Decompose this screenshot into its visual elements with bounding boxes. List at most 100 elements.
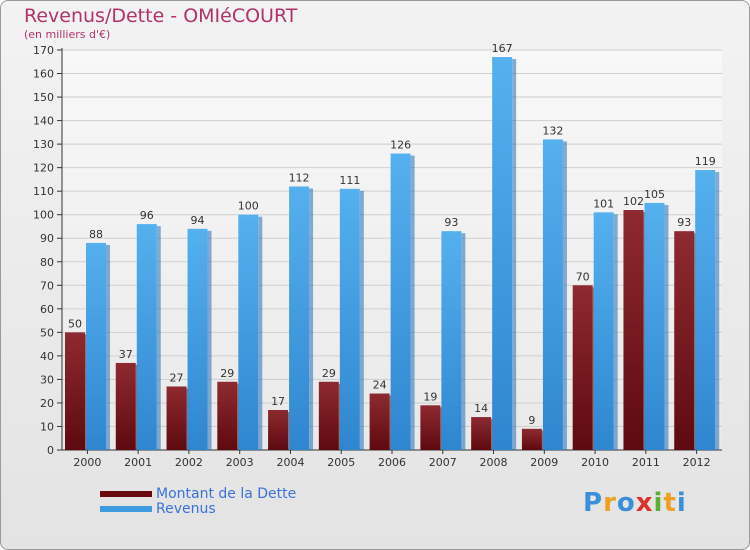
x-tick-label: 2007	[429, 456, 457, 469]
logo-letter: P	[583, 488, 604, 518]
data-label-debt: 29	[322, 367, 336, 380]
data-label-revenue: 105	[644, 188, 665, 201]
bar-revenue	[593, 212, 614, 450]
data-label-revenue: 94	[191, 214, 205, 227]
x-tick-label: 2000	[73, 456, 101, 469]
data-label-revenue: 119	[695, 155, 716, 168]
logo-letter: o	[616, 488, 636, 518]
bar-debt	[166, 386, 187, 450]
data-label-debt: 102	[623, 195, 644, 208]
data-label-revenue: 126	[390, 139, 411, 152]
bar-revenue	[187, 228, 208, 450]
bar-debt	[369, 393, 390, 450]
legend-item-debt: Montant de la Dette	[100, 485, 297, 502]
logo-letter: t	[663, 488, 677, 518]
bar-revenue	[136, 224, 157, 450]
y-tick-label: 70	[40, 279, 54, 292]
bar-debt	[674, 231, 695, 450]
bar-debt	[268, 410, 289, 450]
legend-swatch-revenue	[100, 505, 152, 512]
bar-revenue	[492, 57, 513, 450]
bar-revenue	[695, 170, 716, 450]
bar-side-revenue	[512, 59, 517, 450]
data-label-debt: 93	[677, 216, 691, 229]
data-label-debt: 19	[423, 390, 437, 403]
bar-side-revenue	[106, 244, 110, 450]
x-tick-label: 2001	[124, 456, 152, 469]
legend-item-revenue: Revenus	[100, 500, 296, 517]
proxiti-logo: Proxiti	[583, 488, 687, 518]
bar-debt	[521, 428, 542, 450]
y-tick-label: 100	[33, 209, 54, 222]
logo-letter: r	[603, 488, 617, 518]
bar-revenue	[339, 188, 360, 450]
legend-label-debt: Montant de la Dette	[156, 485, 297, 502]
y-tick-label: 20	[40, 397, 54, 410]
data-label-debt: 29	[220, 367, 234, 380]
bar-side-revenue	[664, 204, 669, 450]
bar-debt	[217, 381, 238, 450]
logo-letter: x	[635, 488, 654, 518]
bar-side-revenue	[207, 230, 212, 450]
legend-label-revenue: Revenus	[156, 500, 216, 517]
bar-side-revenue	[156, 226, 161, 450]
bar-debt	[471, 417, 492, 450]
data-label-revenue: 167	[492, 42, 513, 55]
y-tick-label: 80	[40, 256, 54, 269]
data-label-revenue: 88	[89, 228, 103, 241]
bar-revenue	[289, 186, 310, 450]
bar-revenue	[86, 242, 106, 450]
data-label-revenue: 101	[593, 197, 614, 210]
y-tick-label: 110	[33, 185, 54, 198]
data-label-debt: 70	[576, 270, 590, 283]
bar-revenue	[238, 214, 259, 450]
bar-side-revenue	[461, 233, 466, 450]
data-label-revenue: 100	[238, 200, 259, 213]
bar-side-revenue	[309, 188, 314, 450]
x-tick-label: 2004	[276, 456, 304, 469]
y-tick-label: 90	[40, 232, 54, 245]
data-label-debt: 37	[119, 348, 133, 361]
bar-debt	[65, 332, 85, 450]
bar-side-revenue	[613, 214, 618, 450]
y-tick-label: 140	[33, 115, 54, 128]
bar-revenue	[390, 153, 411, 450]
bar-side-revenue	[715, 172, 720, 450]
data-label-revenue: 96	[140, 209, 154, 222]
y-tick-label: 30	[40, 373, 54, 386]
bar-revenue	[542, 139, 563, 451]
chart-subtitle: (en milliers d'€)	[24, 28, 111, 41]
y-tick-label: 10	[40, 420, 54, 433]
x-tick-label: 2002	[175, 456, 203, 469]
y-tick-label: 120	[33, 162, 54, 175]
bar-side-revenue	[359, 190, 364, 450]
y-tick-label: 0	[47, 444, 54, 457]
x-tick-label: 2009	[530, 456, 558, 469]
bar-side-revenue	[258, 216, 263, 450]
bar-side-revenue	[410, 155, 415, 450]
x-tick-label: 2005	[327, 456, 355, 469]
bar-debt	[623, 210, 644, 450]
data-label-debt: 17	[271, 395, 285, 408]
bar-side-revenue	[562, 141, 567, 451]
x-tick-label: 2003	[226, 456, 254, 469]
y-tick-label: 60	[40, 303, 54, 316]
data-label-debt: 24	[373, 379, 387, 392]
data-label-revenue: 132	[542, 124, 563, 137]
data-label-debt: 50	[68, 317, 82, 330]
logo-letter: i	[653, 488, 664, 518]
bar-debt	[115, 362, 136, 450]
x-tick-label: 2010	[581, 456, 609, 469]
y-tick-label: 130	[33, 138, 54, 151]
data-label-debt: 14	[474, 402, 488, 415]
data-label-revenue: 93	[444, 216, 458, 229]
y-tick-label: 160	[33, 68, 54, 81]
x-tick-label: 2012	[683, 456, 711, 469]
data-label-debt: 9	[528, 414, 535, 427]
data-label-debt: 27	[170, 371, 184, 384]
legend: Montant de la Dette Revenus	[100, 485, 297, 517]
legend-swatch-debt	[100, 490, 152, 497]
x-tick-label: 2006	[378, 456, 406, 469]
y-tick-label: 50	[40, 326, 54, 339]
